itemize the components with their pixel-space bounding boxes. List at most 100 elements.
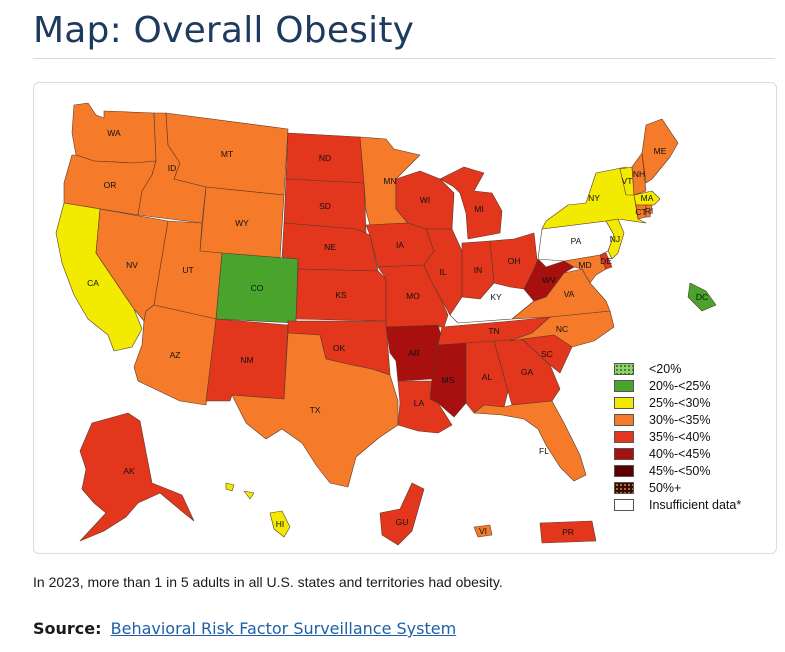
- legend-item: 40%-<45%: [614, 445, 741, 462]
- state-label-mn: MN: [383, 176, 396, 186]
- state-label-ct: CT: [635, 207, 646, 217]
- state-RI[interactable]: [645, 204, 653, 218]
- legend-label: 30%-<35%: [649, 412, 711, 427]
- title-divider: [33, 58, 775, 59]
- state-GU[interactable]: [379, 482, 425, 546]
- state-label-pr: PR: [562, 527, 574, 537]
- state-label-il: IL: [439, 267, 446, 277]
- state-AR[interactable]: [385, 324, 443, 382]
- state-label-ne: NE: [324, 242, 336, 252]
- legend-label: 45%-<50%: [649, 463, 711, 478]
- legend-swatch: [614, 396, 634, 409]
- state-FL[interactable]: [473, 400, 587, 482]
- state-label-az: AZ: [170, 350, 181, 360]
- legend-swatch: [614, 413, 634, 426]
- state-TX[interactable]: [231, 332, 399, 488]
- state-labels: WA OR CA ID NV MT WY UT AZ CO NM ND SD NE KS OK TX MN IA MO…: [87, 128, 708, 537]
- state-HI[interactable]: [269, 510, 291, 538]
- state-label-wy: WY: [235, 218, 249, 228]
- legend-item: 20%-<25%: [614, 377, 741, 394]
- state-label-la: LA: [414, 398, 425, 408]
- state-ME[interactable]: [641, 118, 679, 184]
- legend-label: 25%-<30%: [649, 395, 711, 410]
- state-label-nd: ND: [319, 153, 331, 163]
- state-label-co: CO: [251, 283, 264, 293]
- state-NH[interactable]: [631, 152, 647, 196]
- state-label-ia: IA: [396, 240, 404, 250]
- state-label-nv: NV: [126, 260, 138, 270]
- state-label-nj: NJ: [610, 234, 620, 244]
- state-label-de: DE: [600, 256, 612, 266]
- legend-label: 40%-<45%: [649, 446, 711, 461]
- state-label-mt: MT: [221, 149, 233, 159]
- state-label-tn: TN: [488, 326, 499, 336]
- state-label-wv: WV: [542, 275, 556, 285]
- state-label-vt: VT: [622, 176, 633, 186]
- state-label-tx: TX: [310, 405, 321, 415]
- state-KY[interactable]: [449, 282, 535, 324]
- page-title: Map: Overall Obesity: [33, 10, 415, 51]
- state-PR[interactable]: [539, 520, 597, 544]
- source-link[interactable]: Behavioral Risk Factor Surveillance Syst…: [110, 619, 457, 638]
- legend-swatch: [614, 430, 634, 443]
- state-MA[interactable]: [633, 190, 661, 206]
- state-IL[interactable]: [423, 228, 463, 316]
- state-label-nc: NC: [556, 324, 568, 334]
- legend-swatch: [614, 362, 634, 375]
- map-card: WA OR CA ID NV MT WY UT AZ CO NM ND SD NE KS OK TX MN IA MO…: [33, 82, 777, 554]
- state-label-ky: KY: [490, 292, 502, 302]
- us-map: WA OR CA ID NV MT WY UT AZ CO NM ND SD NE KS OK TX MN IA MO…: [55, 102, 717, 546]
- legend-label: 50%+: [649, 480, 682, 495]
- state-MT[interactable]: [165, 112, 289, 196]
- state-label-ak: AK: [123, 466, 135, 476]
- legend-item: 30%-<35%: [614, 411, 741, 428]
- legend-swatch: [614, 481, 634, 494]
- state-WV[interactable]: [523, 258, 575, 302]
- state-NJ[interactable]: [605, 218, 625, 260]
- state-label-ar: AR: [408, 348, 420, 358]
- state-label-id: ID: [168, 163, 177, 173]
- state-AK[interactable]: [79, 412, 195, 542]
- state-label-nm: NM: [240, 355, 253, 365]
- legend-item: 35%-<40%: [614, 428, 741, 445]
- legend-item: <20%: [614, 360, 741, 377]
- state-label-va: VA: [564, 289, 575, 299]
- state-label-ms: MS: [442, 375, 455, 385]
- state-MI[interactable]: [439, 166, 503, 240]
- state-label-fl: FL: [539, 446, 549, 456]
- legend-item: 25%-<30%: [614, 394, 741, 411]
- legend-item: Insufficient data*: [614, 496, 741, 513]
- state-DC[interactable]: [687, 282, 717, 312]
- legend-label: Insufficient data*: [649, 497, 742, 512]
- legend-item: 45%-<50%: [614, 462, 741, 479]
- state-label-or: OR: [104, 180, 117, 190]
- state-label-ks: KS: [335, 290, 347, 300]
- state-label-ma: MA: [641, 193, 654, 203]
- state-DE[interactable]: [599, 252, 613, 270]
- state-label-wa: WA: [107, 128, 121, 138]
- state-label-pa: PA: [571, 236, 582, 246]
- state-label-md: MD: [578, 260, 591, 270]
- legend-label: 20%-<25%: [649, 378, 711, 393]
- state-VI[interactable]: [473, 524, 493, 538]
- legend-swatch: [614, 379, 634, 392]
- source-label: Source:: [33, 619, 102, 638]
- state-label-dc: DC: [696, 292, 708, 302]
- map-caption: In 2023, more than 1 in 5 adults in all …: [33, 574, 503, 590]
- state-label-ok: OK: [333, 343, 346, 353]
- state-label-oh: OH: [508, 256, 521, 266]
- state-label-sc: SC: [541, 349, 553, 359]
- legend-item: 50%+: [614, 479, 741, 496]
- legend-swatch: [614, 498, 634, 511]
- state-label-wi: WI: [420, 195, 430, 205]
- state-NC[interactable]: [509, 310, 615, 348]
- state-label-ri: RI: [645, 206, 654, 216]
- state-label-al: AL: [482, 372, 493, 382]
- state-label-ca: CA: [87, 278, 99, 288]
- state-label-ny: NY: [588, 193, 600, 203]
- state-label-ut: UT: [182, 265, 193, 275]
- state-label-in: IN: [474, 265, 483, 275]
- state-label-mi: MI: [474, 204, 483, 214]
- state-label-mo: MO: [406, 291, 420, 301]
- legend-swatch: [614, 447, 634, 460]
